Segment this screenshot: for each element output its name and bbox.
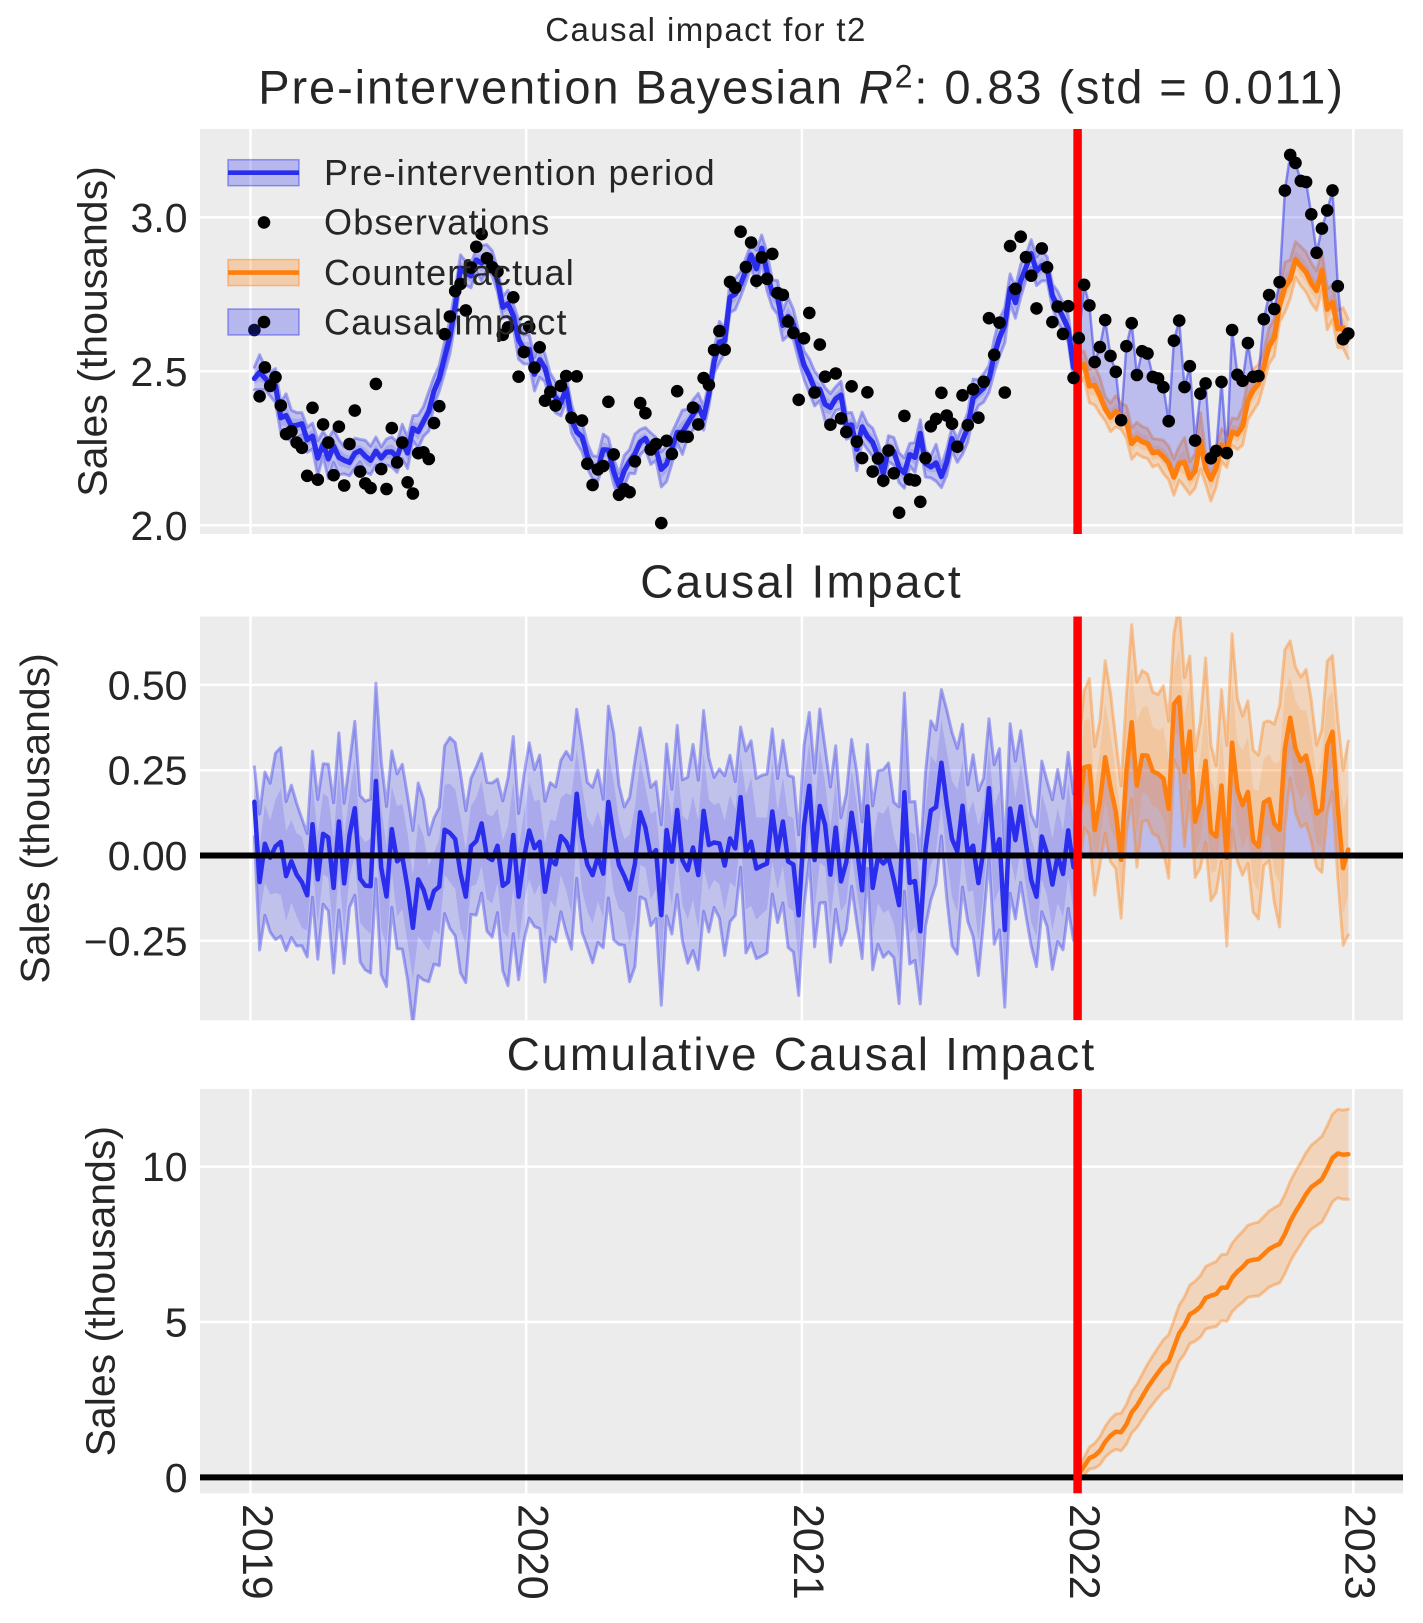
svg-text:Counterfactual: Counterfactual (324, 252, 575, 293)
svg-text:0.50: 0.50 (108, 662, 188, 708)
svg-text:Causal Impact: Causal Impact (640, 556, 963, 608)
svg-text:2.5: 2.5 (131, 349, 188, 395)
svg-text:2021: 2021 (784, 1504, 832, 1600)
svg-text:Sales (thousands): Sales (thousands) (70, 166, 116, 496)
svg-text:2020: 2020 (509, 1504, 557, 1600)
svg-text:Sales (thousands): Sales (thousands) (78, 1126, 124, 1456)
svg-text:0.25: 0.25 (108, 748, 188, 794)
svg-text:2023: 2023 (1336, 1504, 1384, 1600)
svg-text:Pre-intervention period: Pre-intervention period (324, 152, 716, 193)
svg-text:Observations: Observations (324, 202, 551, 243)
svg-text:Causal impact for t2: Causal impact for t2 (545, 11, 866, 48)
svg-text:10: 10 (142, 1144, 188, 1190)
svg-text:Pre-intervention Bayesian R2:: Pre-intervention Bayesian R2: 0.83 (std … (258, 59, 1345, 114)
svg-text:2019: 2019 (233, 1504, 281, 1600)
svg-text:5: 5 (165, 1300, 188, 1346)
svg-text:Cumulative Causal Impact: Cumulative Causal Impact (507, 1028, 1097, 1080)
svg-text:0.00: 0.00 (108, 833, 188, 879)
svg-text:−0.25: −0.25 (84, 918, 188, 964)
svg-text:3.0: 3.0 (131, 195, 188, 241)
svg-text:2.0: 2.0 (131, 503, 188, 549)
svg-text:0: 0 (165, 1455, 188, 1501)
svg-text:2022: 2022 (1060, 1504, 1108, 1600)
svg-text:Sales (thousands): Sales (thousands) (12, 653, 58, 983)
svg-text:Causal impact: Causal impact (324, 301, 568, 342)
